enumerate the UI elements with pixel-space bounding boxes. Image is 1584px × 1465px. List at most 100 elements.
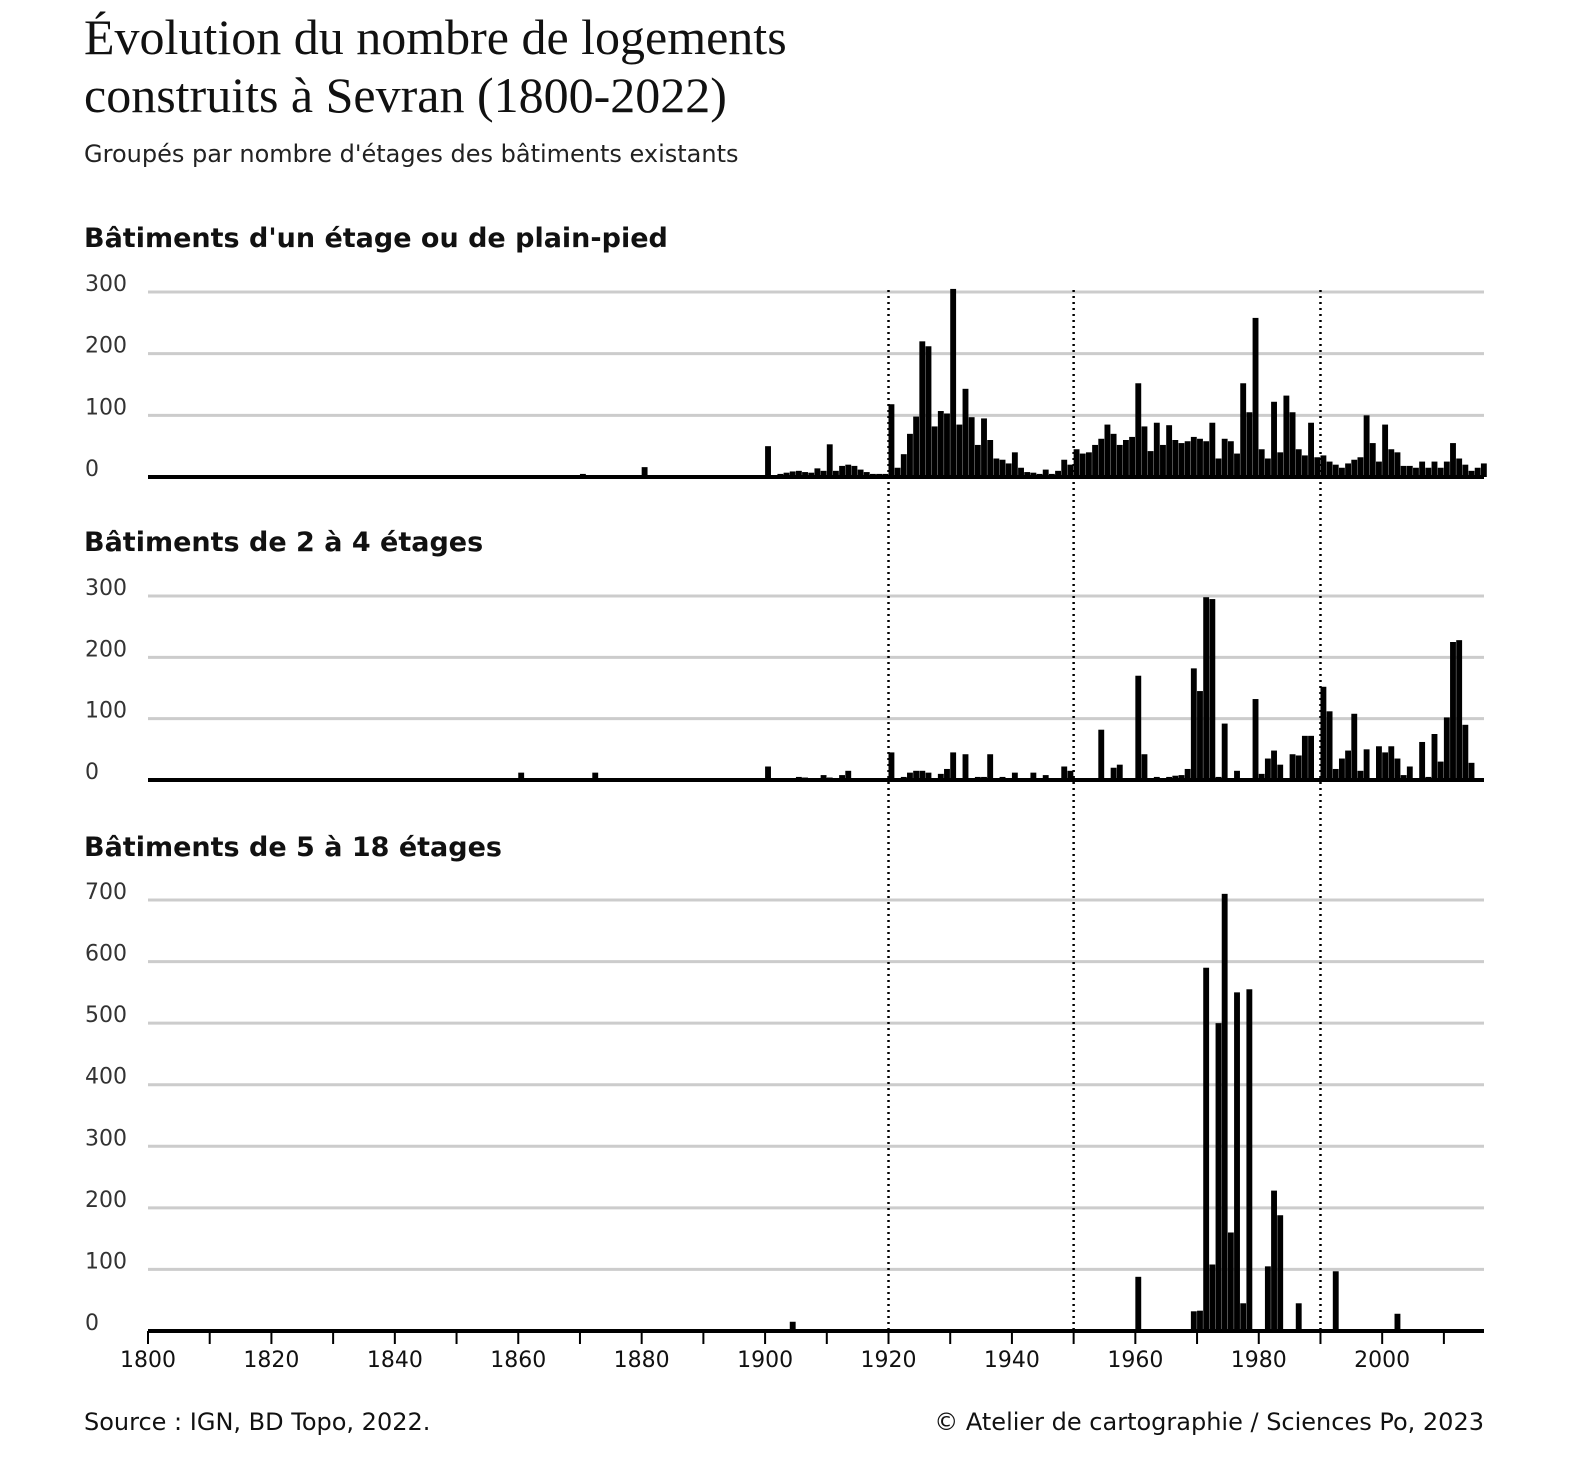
y-tick-label: 0 xyxy=(85,1311,99,1336)
source: Source : IGN, BD Topo, 2022. xyxy=(84,1408,430,1436)
bar xyxy=(820,775,827,780)
bar xyxy=(1388,449,1395,477)
bar xyxy=(1394,758,1401,780)
bar xyxy=(1462,724,1469,780)
bar xyxy=(1289,754,1296,780)
bar xyxy=(1314,457,1321,477)
bar xyxy=(1394,452,1401,477)
bar xyxy=(1110,767,1117,780)
bar xyxy=(1067,770,1074,780)
bar xyxy=(1190,1311,1197,1331)
bar xyxy=(1042,469,1049,477)
bar xyxy=(1209,599,1216,780)
bar xyxy=(1197,438,1203,477)
x-tick-label: 1920 xyxy=(861,1348,917,1373)
bar xyxy=(987,754,994,780)
y-tick-label: 400 xyxy=(85,1065,127,1090)
bar xyxy=(1215,458,1222,477)
bar xyxy=(1456,458,1463,477)
bar xyxy=(1357,457,1364,477)
bar xyxy=(919,770,926,780)
bar xyxy=(1092,444,1099,477)
bar xyxy=(1437,467,1444,477)
bar xyxy=(1141,426,1148,477)
bar xyxy=(888,752,895,780)
bar xyxy=(1024,472,1031,477)
bar xyxy=(1320,455,1327,477)
bar xyxy=(1135,383,1142,477)
bar xyxy=(1480,463,1487,477)
bar xyxy=(1172,440,1179,477)
bar xyxy=(789,1321,796,1331)
bar xyxy=(981,418,987,477)
bar xyxy=(857,469,864,477)
bar xyxy=(1203,441,1210,477)
bar xyxy=(1443,717,1450,780)
bar xyxy=(1363,415,1370,477)
bar xyxy=(956,424,963,477)
x-tick-label: 1900 xyxy=(737,1348,793,1373)
bar xyxy=(1135,1276,1142,1331)
y-tick-label: 700 xyxy=(85,880,127,905)
bar xyxy=(1437,761,1444,780)
y-tick-label: 500 xyxy=(85,1003,127,1028)
bar xyxy=(1271,401,1277,477)
bar xyxy=(1394,1313,1401,1331)
bar xyxy=(765,446,771,477)
bar xyxy=(808,472,815,477)
bar xyxy=(1320,686,1327,780)
bar xyxy=(1419,461,1426,477)
bar xyxy=(1419,741,1426,780)
bar xyxy=(925,346,932,477)
bar xyxy=(907,433,913,477)
y-tick-label: 200 xyxy=(85,334,127,359)
bar xyxy=(1264,458,1271,477)
bar xyxy=(1221,723,1228,780)
bar xyxy=(1301,455,1308,477)
bar xyxy=(802,472,808,477)
credit: © Atelier de cartographie / Sciences Po,… xyxy=(934,1408,1484,1436)
bar xyxy=(1085,452,1092,477)
x-tick-label: 1860 xyxy=(490,1348,546,1373)
bar xyxy=(1376,746,1382,780)
bar xyxy=(993,458,1000,477)
bar xyxy=(839,775,846,780)
bar xyxy=(1345,750,1352,780)
bar xyxy=(1308,422,1315,477)
bar xyxy=(1123,440,1129,477)
bar xyxy=(1116,444,1123,477)
bar xyxy=(1264,758,1271,780)
y-tick-label: 600 xyxy=(85,942,127,967)
bar xyxy=(1221,893,1228,1331)
bar xyxy=(1357,770,1364,780)
bar xyxy=(845,464,852,477)
bar xyxy=(1468,762,1475,780)
bar xyxy=(1209,1264,1216,1331)
x-tick-label: 1940 xyxy=(984,1348,1040,1373)
bar xyxy=(931,426,938,477)
bar xyxy=(987,440,994,477)
y-tick-label: 200 xyxy=(85,637,127,662)
bar xyxy=(962,754,969,780)
bar xyxy=(1178,775,1185,780)
bar xyxy=(937,411,944,477)
bar xyxy=(1369,443,1376,477)
x-tick-label: 1880 xyxy=(614,1348,670,1373)
y-tick-label: 300 xyxy=(85,576,127,601)
bar xyxy=(1234,992,1240,1331)
bar xyxy=(839,465,846,477)
bar xyxy=(1450,642,1456,780)
bar xyxy=(1209,422,1216,477)
bar xyxy=(1073,449,1080,477)
bar xyxy=(1456,640,1463,780)
bar xyxy=(1345,463,1352,477)
y-tick-label: 100 xyxy=(85,395,127,420)
bar xyxy=(974,444,981,477)
bar xyxy=(1240,1303,1247,1331)
bar xyxy=(950,288,957,477)
bar xyxy=(1141,754,1148,780)
y-tick-label: 0 xyxy=(85,457,99,482)
bar xyxy=(1011,452,1018,477)
bar xyxy=(1413,467,1419,477)
